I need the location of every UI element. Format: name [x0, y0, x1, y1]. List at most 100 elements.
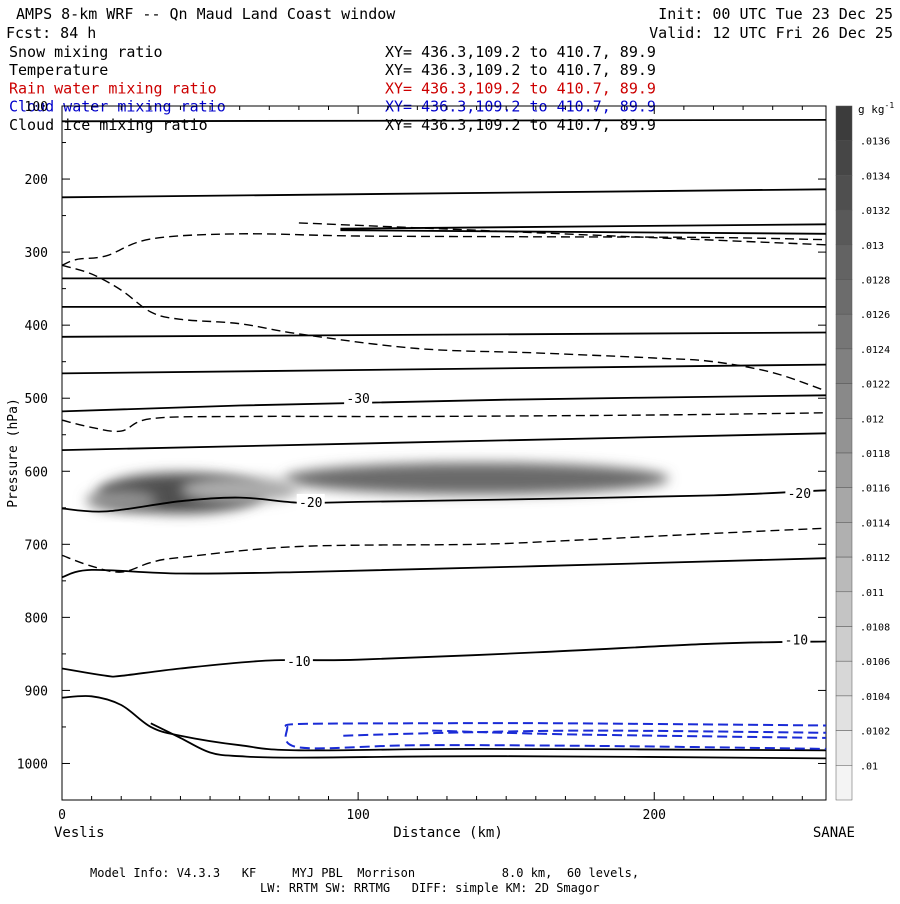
y-tick-label: 900	[25, 684, 48, 699]
snow-contour	[62, 527, 826, 573]
colorbar-label: .0124	[860, 345, 890, 356]
colorbar-label: .0116	[860, 484, 890, 495]
isotherm-line	[62, 432, 826, 451]
x-tick-label: 100	[346, 808, 369, 823]
chart-title: AMPS 8-km WRF -- Qn Maud Land Coast wind…	[16, 5, 396, 23]
colorbar-unit: g kg-1	[858, 101, 894, 116]
colorbar-swatch	[835, 383, 853, 419]
colorbar-swatch	[835, 591, 853, 627]
colorbar-label: .0112	[860, 553, 890, 564]
colorbar-label: .013	[860, 241, 884, 252]
field-name: Rain water mixing ratio	[9, 79, 217, 97]
isotherm-line	[62, 188, 826, 199]
colorbar-label: .0132	[860, 206, 890, 217]
snow-contour	[62, 412, 826, 433]
cloud-ice-shading	[85, 462, 670, 514]
isotherm-line	[62, 331, 826, 338]
model-info-line2: LW: RRTM SW: RRTMG DIFF: simple KM: 2D S…	[260, 881, 600, 895]
field-name: Snow mixing ratio	[9, 43, 163, 61]
plot-frame	[61, 105, 827, 801]
colorbar-swatch	[835, 626, 853, 662]
colorbar-label: .0118	[860, 449, 890, 460]
colorbar-swatch	[835, 140, 853, 176]
colorbar-swatch	[835, 418, 853, 454]
isotherm-line	[340, 223, 826, 230]
forecast-hours: Fcst: 84 h	[6, 24, 96, 42]
field-xy: XY= 436.3,109.2 to 410.7, 89.9	[385, 61, 656, 79]
cloud-ice-blob	[85, 489, 157, 512]
temperature-isotherms	[62, 119, 826, 760]
temp-label-bg	[782, 631, 811, 647]
colorbar-swatch	[835, 556, 853, 593]
colorbar-swatch	[835, 175, 853, 211]
temp-label: -20	[788, 487, 811, 502]
isotherm-line	[340, 229, 826, 235]
field-name: Cloud ice mixing ratio	[9, 116, 208, 134]
field-xy: XY= 436.3,109.2 to 410.7, 89.9	[385, 98, 656, 116]
model-info-line1: Model Info: V4.3.3 KF MYJ PBL Morrison 8…	[90, 866, 639, 880]
colorbar-label: .01	[860, 761, 878, 772]
temperature-labels: -30 -20 -20 -10 -10	[284, 390, 814, 670]
snow-contour	[298, 222, 826, 246]
colorbar-label: .012	[860, 414, 884, 425]
colorbar-swatch	[835, 452, 853, 488]
colorbar-swatch	[835, 487, 853, 523]
y-tick-label: 100	[25, 100, 48, 115]
colorbar-label: .0104	[860, 692, 890, 703]
colorbar-swatch	[835, 209, 853, 246]
colorbar-swatch	[835, 244, 853, 280]
temp-label-bg	[296, 493, 325, 509]
colorbar-swatch	[835, 660, 853, 697]
field-legend: Snow mixing ratio XY= 436.3,109.2 to 410.…	[9, 43, 656, 134]
colorbar-swatch	[835, 730, 853, 766]
colorbar-swatch	[835, 279, 853, 315]
field-name: Cloud water mixing ratio	[9, 98, 226, 116]
colorbar-swatch	[835, 313, 853, 350]
x-left-endpoint: Veslis	[54, 825, 105, 841]
temp-label-bg	[284, 653, 313, 669]
y-tick-label: 400	[25, 319, 48, 334]
y-tick-label: 600	[25, 465, 48, 480]
field-xy: XY= 436.3,109.2 to 410.7, 89.9	[385, 79, 656, 97]
temp-label: -10	[287, 655, 310, 670]
cloud-water-contour	[284, 726, 826, 750]
snow-contour	[62, 233, 826, 266]
x-tick-label: 200	[643, 808, 666, 823]
cloud-water-contour	[284, 722, 826, 728]
temp-label: -30	[346, 392, 369, 407]
colorbar-swatch	[835, 522, 853, 558]
y-axis-label: Pressure (hPa)	[6, 398, 21, 508]
colorbar: .0136 .0134 .0132 .013 .0128 .0126 .0124 .0122.…	[835, 105, 890, 801]
x-axis-label: Distance (km)	[393, 825, 503, 841]
cloud-water-contour	[343, 729, 826, 737]
isotherm-line	[150, 722, 826, 760]
cloud-ice-blob	[284, 462, 670, 495]
colorbar-label: .0108	[860, 623, 890, 634]
colorbar-label: .0134	[860, 171, 890, 182]
colorbar-label: .0114	[860, 518, 890, 529]
temp-label-bg	[344, 390, 373, 406]
isotherm-line	[62, 394, 826, 413]
colorbar-label: .0122	[860, 380, 890, 391]
colorbar-label: .0106	[860, 657, 890, 668]
field-name: Temperature	[9, 61, 108, 79]
isotherm-line	[62, 489, 826, 513]
y-tick-label: 700	[25, 538, 48, 553]
cloud-water-contour	[432, 729, 826, 739]
temp-label: -20	[299, 496, 322, 511]
y-tick-label: 500	[25, 392, 48, 407]
isotherm-line	[62, 640, 826, 678]
colorbar-label: .0136	[860, 137, 890, 148]
valid-time: Valid: 12 UTC Fri 26 Dec 25	[649, 24, 893, 42]
field-xy: XY= 436.3,109.2 to 410.7, 89.9	[385, 43, 656, 61]
snow-contours	[62, 222, 826, 573]
isotherm-line	[62, 119, 826, 123]
colorbar-swatch	[835, 348, 853, 384]
isotherm-line	[62, 695, 826, 752]
colorbar-label: .011	[860, 588, 884, 599]
temp-label-bg	[785, 485, 814, 501]
colorbar-swatch	[835, 105, 853, 141]
snow-contour	[62, 264, 826, 392]
